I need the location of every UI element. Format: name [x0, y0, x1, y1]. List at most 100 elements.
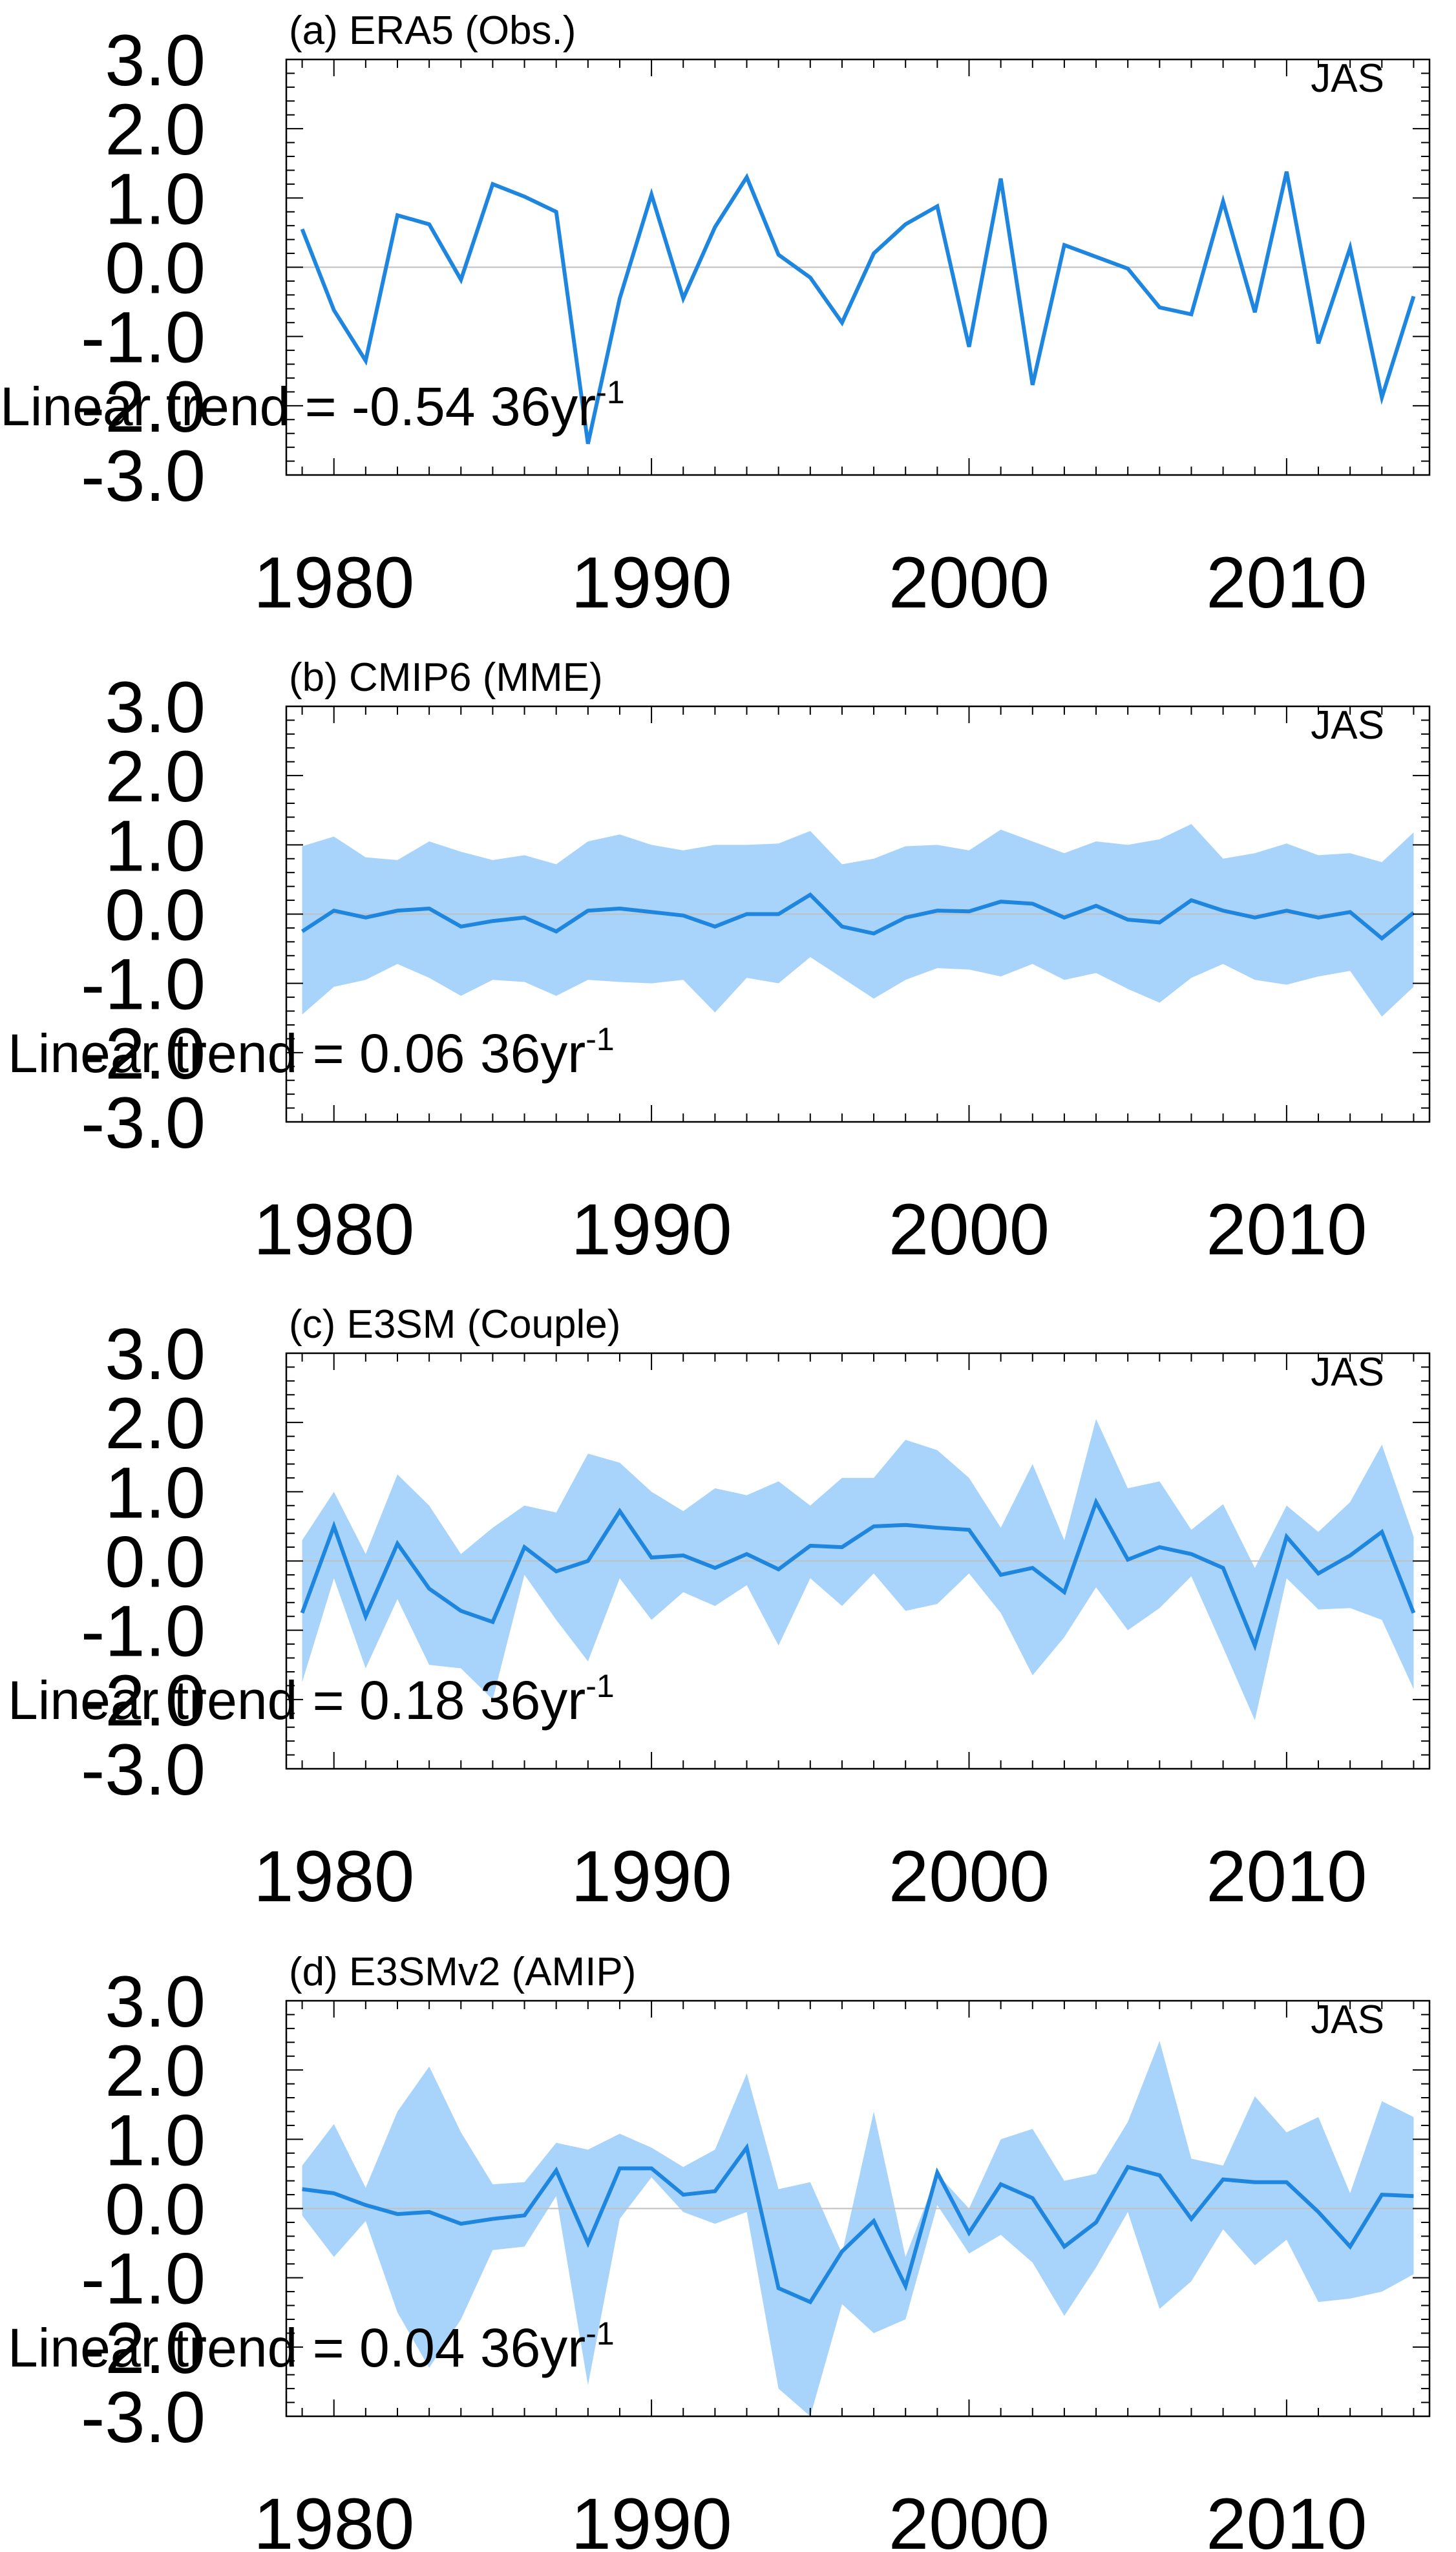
data-point: [1126, 268, 1129, 270]
panel-title: (b) CMIP6 (MME): [289, 655, 603, 700]
y-tick-label: 1.0: [105, 1452, 206, 1533]
x-tick-label: 1990: [571, 1836, 732, 1917]
data-point: [1158, 1546, 1161, 1548]
data-point: [1031, 1566, 1034, 1569]
data-point: [777, 1568, 780, 1570]
data-point: [587, 1560, 589, 1563]
data-point: [1190, 313, 1192, 315]
y-tick-label: -3.0: [81, 436, 206, 516]
data-point: [1158, 2174, 1161, 2177]
data-point: [587, 909, 589, 912]
data-point: [841, 925, 843, 928]
series-line: [300, 171, 1416, 445]
data-point: [872, 252, 875, 255]
data-point: [650, 1556, 653, 1559]
data-point: [1126, 2166, 1129, 2168]
series-line: [300, 1497, 1416, 1652]
y-tick-label: 2.0: [105, 89, 206, 170]
data-point: [1063, 916, 1066, 919]
data-point: [746, 2146, 748, 2149]
data-point: [1095, 905, 1097, 907]
data-point: [333, 309, 335, 311]
data-point: [841, 2250, 843, 2253]
data-point: [364, 359, 367, 362]
data-point: [1158, 306, 1161, 309]
data-point: [459, 279, 462, 281]
x-tick-label: 2010: [1206, 1189, 1367, 1270]
data-point: [1380, 1530, 1383, 1533]
y-tick-label: 3.0: [105, 20, 206, 101]
data-point: [1000, 2183, 1002, 2186]
x-tick-label: 2010: [1206, 2483, 1367, 2552]
panel-d: (d) E3SMv2 (AMIP) JAS 3.02.01.00.0-1.0-2.0…: [8, 1950, 1431, 2552]
y-tick-label: 0.0: [105, 2169, 206, 2250]
data-point: [1063, 1591, 1066, 1594]
data-point: [1190, 899, 1192, 902]
data-point: [1000, 900, 1002, 903]
data-point: [1095, 2221, 1097, 2224]
data-point: [1380, 937, 1383, 940]
data-point: [428, 2211, 430, 2213]
data-point: [1158, 921, 1161, 923]
data-point: [1254, 2181, 1256, 2184]
data-point: [682, 2193, 684, 2196]
spread-band: [302, 1418, 1414, 1720]
data-point: [1349, 1554, 1351, 1557]
panel-a: (a) ERA5 (Obs.) JAS 3.02.01.00.0-1.0-2.0-3…: [0, 8, 1431, 623]
data-point: [967, 910, 970, 912]
data-point: [713, 1566, 716, 1569]
data-point: [1285, 909, 1288, 912]
data-point: [1095, 255, 1097, 258]
data-point: [396, 2213, 399, 2215]
y-tick-label: 2.0: [105, 1383, 206, 1464]
data-point: [523, 2214, 526, 2217]
data-point: [713, 226, 716, 228]
data-point: [1063, 244, 1066, 246]
data-point: [555, 211, 558, 213]
data-point: [523, 916, 526, 919]
y-tick-label: 1.0: [105, 805, 206, 886]
data-point: [1317, 916, 1320, 919]
data-point: [1190, 2218, 1192, 2220]
data-point: [1126, 918, 1129, 921]
data-point: [428, 223, 430, 226]
data-point: [301, 1612, 304, 1614]
data-point: [682, 1554, 684, 1557]
data-point: [333, 1525, 335, 1528]
data-point: [713, 925, 716, 928]
data-point: [1380, 2193, 1383, 2196]
y-tick-label: 1.0: [105, 158, 206, 239]
x-tick-label: 1980: [253, 1836, 414, 1917]
data-point: [967, 346, 970, 348]
data-point: [682, 297, 684, 300]
data-point: [809, 2301, 812, 2303]
data-point: [364, 2204, 367, 2206]
linear-trend-exponent: -1: [586, 1668, 614, 1704]
panel-c: (c) E3SM (Couple) JAS 3.02.01.00.0-1.0-2.0…: [8, 1302, 1431, 1917]
linear-trend-label: Linear trend = 0.06 36yr-1: [8, 1021, 615, 1084]
data-point: [936, 909, 938, 912]
data-point: [587, 443, 589, 445]
data-point: [1254, 1644, 1256, 1647]
data-point: [904, 916, 907, 919]
linear-trend-label: Linear trend = -0.54 36yr-1: [0, 374, 625, 437]
data-point: [1222, 200, 1225, 203]
data-point: [1412, 1612, 1415, 1614]
data-point: [1222, 909, 1225, 912]
data-point: [777, 913, 780, 916]
data-point: [650, 193, 653, 196]
panel-title: (d) E3SMv2 (AMIP): [289, 1950, 636, 1994]
x-tick-label: 1980: [253, 2483, 414, 2552]
data-point: [1254, 311, 1256, 313]
y-tick-label: 3.0: [105, 1961, 206, 2042]
data-point: [746, 913, 748, 916]
data-point: [428, 907, 430, 910]
data-point: [491, 1621, 494, 1623]
data-point: [777, 253, 780, 256]
data-point: [587, 2242, 589, 2244]
linear-trend-text: Linear trend = -0.54 36yr: [0, 376, 596, 437]
data-point: [491, 2218, 494, 2220]
spread-band: [302, 824, 1414, 1017]
linear-trend-label: Linear trend = 0.18 36yr-1: [8, 1668, 615, 1731]
data-point: [1349, 2245, 1351, 2248]
